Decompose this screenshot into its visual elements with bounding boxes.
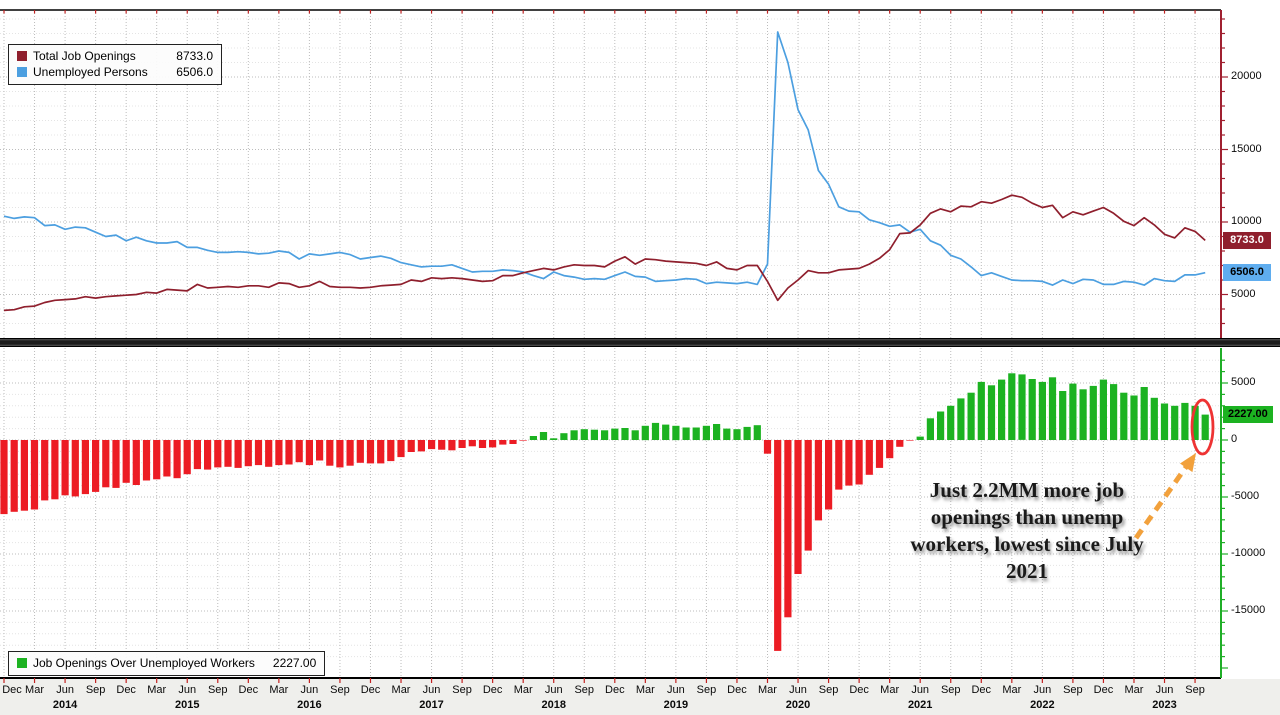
x-axis-strip	[0, 679, 1280, 715]
legend-row-job-openings: Total Job Openings 8733.0	[17, 48, 213, 64]
x-axis-month-label: Mar	[758, 684, 777, 696]
bottom-panel-legend: Job Openings Over Unemployed Workers 222…	[8, 651, 326, 676]
top-axis-tick-label: 20000	[1231, 70, 1262, 82]
x-axis-month-label: Sep	[1063, 684, 1083, 696]
top-axis-tick-label: 10000	[1231, 215, 1262, 227]
bottom-axis-tick-label: -5000	[1231, 490, 1260, 502]
legend-row-difference: Job Openings Over Unemployed Workers 222…	[17, 655, 316, 671]
x-axis-month-label: Mar	[880, 684, 900, 696]
x-axis-month-label: Sep	[207, 684, 228, 696]
annotation-arrow	[1133, 465, 1189, 540]
x-axis-month-label: Sep	[452, 684, 472, 696]
difference-value-badge: 2227.00	[1223, 406, 1273, 424]
job-openings-legend-label: Total Job Openings	[33, 49, 136, 63]
x-axis-month-label: Dec	[238, 684, 259, 696]
unemployed-legend-label: Unemployed Persons	[33, 65, 148, 79]
job-openings-legend-value: 8733.0	[176, 49, 213, 63]
minor-gridlines	[0, 18, 1221, 658]
x-axis-month-label: Sep	[330, 684, 350, 696]
annotation-arrowhead	[1180, 453, 1196, 473]
job-openings-line	[3, 194, 1206, 312]
x-axis-month-label: Dec	[116, 684, 136, 696]
x-axis-month-label: Dec	[1093, 684, 1114, 696]
x-axis-month-label: Dec	[849, 684, 869, 696]
x-axis-month-label: Dec	[971, 684, 992, 696]
x-axis-month-label: Dec	[482, 684, 503, 696]
job-openings-swatch	[17, 51, 27, 61]
x-axis-month-label: Jun	[300, 684, 319, 696]
x-axis-month-label: Jun	[544, 684, 563, 696]
bottom-axis-tick-label: -10000	[1231, 547, 1266, 559]
highlight-circle	[1190, 398, 1215, 456]
x-axis-year-label: 2020	[785, 699, 811, 711]
top-axis-tick-label: 15000	[1231, 142, 1262, 155]
x-axis-month-label: Jun	[178, 684, 197, 696]
x-axis-month-label: Jun	[667, 684, 685, 696]
x-axis-month-label: Sep	[818, 684, 839, 696]
x-axis-month-label: Sep	[85, 684, 106, 696]
annotation-text: Just 2.2MM more job openings than unemp …	[874, 477, 1180, 585]
x-axis-month-label: Dec	[605, 684, 625, 696]
x-axis-year-label: 2016	[297, 699, 322, 711]
top-panel-legend: Total Job Openings 8733.0 Unemployed Per…	[8, 44, 222, 85]
annotation-line-2: openings than unemp	[930, 505, 1124, 529]
x-axis-month-label: Jun	[789, 684, 807, 696]
difference-legend-label: Job Openings Over Unemployed Workers	[33, 656, 255, 670]
top-axis-tick-label: 5000	[1231, 287, 1256, 300]
x-axis-month-label: Mar	[25, 684, 44, 696]
x-axis-month-label: Sep	[1185, 684, 1205, 696]
annotation-line-3: workers, lowest since July	[910, 532, 1144, 556]
x-axis-month-label: Dec	[360, 684, 381, 696]
x-axis-month-label: Dec	[2, 684, 22, 696]
unemployed-persons-line	[3, 31, 1206, 286]
legend-row-unemployed: Unemployed Persons 6506.0	[17, 64, 213, 80]
x-axis-month-label: Mar	[1124, 684, 1144, 696]
unemployed-swatch	[17, 67, 27, 77]
x-axis-month-label: Mar	[513, 684, 533, 696]
x-axis-month-label: Mar	[635, 684, 655, 696]
x-axis-month-label: Jun	[1155, 684, 1174, 696]
x-axis-month-label: Jun	[422, 684, 441, 696]
x-axis-month-label: Mar	[391, 684, 411, 696]
axis-tick-marks	[3, 10, 1228, 683]
x-axis-year-label: 2022	[1030, 699, 1055, 711]
bottom-axis-tick-label: -15000	[1231, 604, 1266, 616]
x-axis-year-label: 2017	[419, 699, 444, 711]
x-axis-month-label: Jun	[56, 684, 74, 696]
x-axis-year-label: 2018	[541, 699, 566, 711]
x-axis-month-label: Mar	[269, 684, 289, 696]
x-axis-year-labels: 2014 2015 2016 2017 2018 2019 2020 2021 2022 2023	[0, 699, 1280, 713]
major-gridlines	[0, 10, 1221, 678]
bottom-axis-tick-label: 0	[1231, 433, 1238, 445]
difference-swatch	[17, 658, 27, 668]
x-axis-year-label: 2015	[174, 699, 200, 711]
x-axis-month-label: Mar	[1002, 684, 1022, 696]
x-axis-month-labels: Dec Mar Jun Sep Dec Mar Jun Sep Dec Mar Jun Sep Dec M…	[0, 684, 1280, 697]
difference-legend-value: 2227.00	[272, 656, 317, 670]
x-axis-year-label: 2014	[52, 699, 78, 711]
x-axis-month-label: Jun	[1033, 684, 1052, 696]
x-axis-year-label: 2019	[663, 699, 689, 711]
unemployed-legend-value: 6506.0	[176, 65, 213, 79]
x-axis-month-label: Mar	[147, 684, 167, 696]
job-openings-value-badge: 8733.0	[1223, 231, 1271, 249]
panel-separator	[0, 338, 1280, 347]
x-axis-year-label: 2023	[1152, 699, 1177, 711]
annotation-line-1: Just 2.2MM more job	[929, 478, 1125, 502]
bottom-axis-tick-label: 5000	[1231, 376, 1256, 388]
difference-bars	[0, 373, 1209, 651]
x-axis-year-label: 2021	[907, 699, 933, 711]
unemployed-value-badge: 6506.0	[1223, 264, 1271, 282]
x-axis-month-label: Dec	[727, 684, 747, 696]
annotation-line-4: 2021	[1006, 559, 1048, 583]
x-axis-month-label: Sep	[574, 684, 595, 696]
x-axis-month-label: Jun	[911, 684, 930, 696]
x-axis-month-label: Sep	[696, 684, 717, 696]
x-axis-month-label: Sep	[940, 684, 961, 696]
